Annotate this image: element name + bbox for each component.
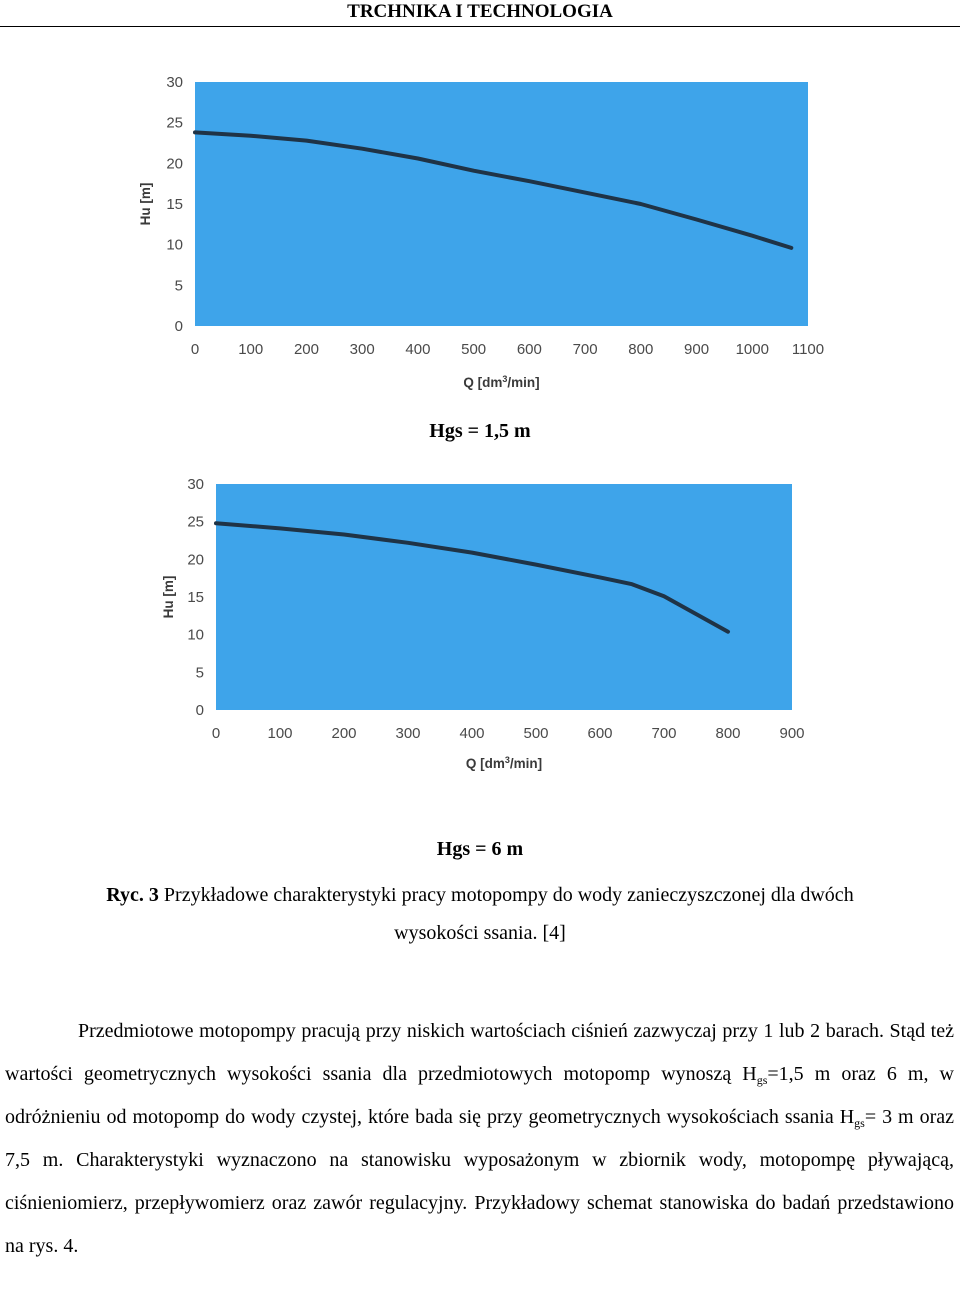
- paragraph-part3: = 3 m oraz 7,5 m. Charakterystyki wyznac…: [5, 1106, 954, 1257]
- paragraph-sub2: gs: [854, 1116, 865, 1130]
- y-axis-label: Hu [m]: [138, 183, 153, 226]
- x-tick-label: 800: [715, 725, 740, 742]
- y-tick-label: 10: [187, 627, 204, 644]
- x-tick-label: 400: [459, 725, 484, 742]
- x-tick-label: 400: [405, 341, 430, 358]
- chart-hgs-1-5: 0 5 10 15 20 25 30 0 100 200 300 400 500 600 700 800 900…: [0, 62, 960, 402]
- x-tick-label: 200: [294, 341, 319, 358]
- figure-text-line2: wysokości ssania. [4]: [394, 922, 566, 944]
- y-tick-label: 30: [187, 476, 204, 493]
- x-axis-label: Q [dm3/min]: [463, 374, 539, 390]
- figure-text-line1: Przykładowe charakterystyki pracy motopo…: [163, 884, 854, 906]
- x-tick-label: 100: [238, 341, 263, 358]
- y-tick-label: 25: [187, 514, 204, 531]
- x-tick-label: 900: [684, 341, 709, 358]
- x-tick-label: 300: [395, 725, 420, 742]
- body-paragraph: Przedmiotowe motopompy pracują przy nisk…: [5, 1010, 954, 1268]
- x-tick-label: 600: [587, 725, 612, 742]
- chart-subtitle-hgs-1-5: Hgs = 1,5 m: [429, 420, 531, 442]
- y-tick-label: 25: [166, 115, 183, 132]
- figure-label: Ryc. 3: [106, 884, 159, 906]
- series-line: [214, 521, 730, 634]
- figure-caption: Ryc. 3 Przykładowe charakterystyki pracy…: [0, 876, 960, 952]
- chart-hgs-6: 0 5 10 15 20 25 30 0 100 200 300 400 500 600 700 800 900…: [0, 468, 960, 780]
- x-tick-label: 1100: [792, 341, 824, 358]
- y-tick-label: 5: [175, 277, 183, 294]
- x-tick-label: 700: [573, 341, 598, 358]
- x-tick-label: 100: [267, 725, 292, 742]
- x-tick-label: 1000: [736, 341, 769, 358]
- paragraph-sub1: gs: [756, 1073, 768, 1087]
- x-tick-label: 700: [651, 725, 676, 742]
- y-tick-label: 15: [166, 196, 183, 213]
- y-tick-label: 30: [166, 74, 183, 91]
- plot-area: [216, 484, 792, 710]
- y-tick-label: 15: [187, 589, 204, 606]
- y-tick-label: 20: [166, 155, 183, 172]
- page-header: TRCHNIKA I TECHNOLOGIA: [0, 0, 960, 27]
- y-axis-label: Hu [m]: [161, 576, 176, 619]
- x-tick-label: 0: [212, 725, 220, 742]
- x-tick-label: 500: [523, 725, 548, 742]
- x-tick-label: 300: [350, 341, 375, 358]
- y-tick-label: 20: [187, 551, 204, 568]
- x-tick-label: 800: [628, 341, 653, 358]
- chart-subtitle-hgs-6: Hgs = 6 m: [436, 838, 524, 860]
- paragraph-part2: =1,5 m oraz 6 m, w odróżnieniu od motopo…: [5, 1063, 955, 1128]
- y-tick-label: 0: [196, 702, 204, 719]
- header-title: TRCHNIKA I TECHNOLOGIA: [347, 1, 613, 22]
- x-tick-label: 0: [191, 341, 199, 358]
- x-axis-label: Q [dm3/min]: [466, 755, 542, 771]
- x-tick-label: 900: [779, 725, 804, 742]
- x-tick-label: 200: [331, 725, 356, 742]
- x-tick-label: 600: [517, 341, 542, 358]
- plot-area: [195, 82, 808, 326]
- y-tick-label: 0: [175, 318, 183, 335]
- x-tick-label: 500: [461, 341, 486, 358]
- series-line: [193, 130, 794, 250]
- y-tick-label: 10: [166, 237, 183, 254]
- paragraph-part1: Przedmiotowe motopompy pracują przy nisk…: [5, 1020, 954, 1085]
- y-tick-label: 5: [196, 664, 204, 681]
